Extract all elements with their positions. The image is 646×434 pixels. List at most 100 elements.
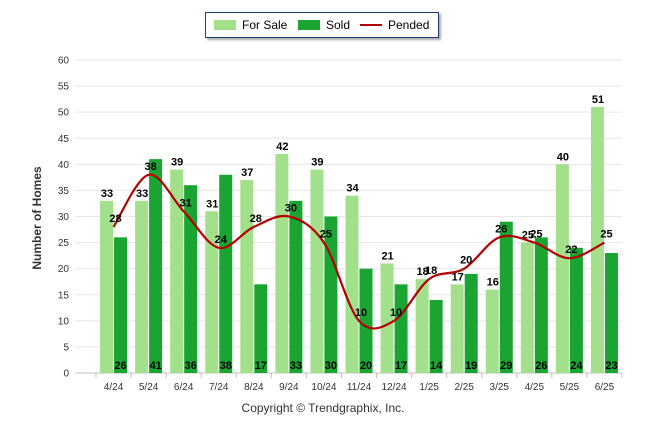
x-tick-label: 5/25	[560, 382, 580, 393]
data-label-for-sale: 37	[241, 167, 253, 179]
bar-for-sale	[345, 195, 359, 373]
x-tick-label: 7/24	[209, 382, 229, 393]
legend-swatch-for-sale	[214, 20, 236, 30]
bar-for-sale	[135, 200, 149, 373]
legend-label-sold: Sold	[326, 18, 351, 32]
x-tick-label: 1/25	[419, 382, 439, 393]
legend-item-for-sale: For Sale	[214, 13, 287, 37]
x-tick-label: 9/24	[279, 382, 299, 393]
bar-sold	[464, 273, 478, 373]
data-label-for-sale: 18	[417, 266, 429, 278]
data-label-for-sale: 39	[171, 157, 183, 169]
bar-sold	[569, 247, 583, 373]
data-label-pended: 28	[250, 213, 262, 225]
y-tick-label: 20	[58, 264, 70, 275]
data-label-sold: 41	[149, 360, 161, 372]
data-label-sold: 26	[114, 360, 126, 372]
data-label-for-sale: 34	[346, 183, 359, 195]
bar-for-sale	[240, 179, 254, 373]
legend: For Sale Sold Pended	[205, 12, 439, 38]
y-tick-label: 25	[58, 238, 70, 249]
bar-sold	[499, 221, 513, 373]
data-label-sold: 38	[220, 360, 232, 372]
x-tick-label: 5/24	[139, 382, 159, 393]
legend-label-pended: Pended	[388, 18, 430, 32]
bar-sold	[114, 237, 128, 373]
x-tick-label: 4/24	[104, 382, 124, 393]
data-label-pended: 18	[425, 265, 437, 277]
bar-sold	[429, 299, 443, 373]
data-label-for-sale: 42	[276, 141, 288, 153]
data-label-for-sale: 17	[452, 271, 464, 283]
y-tick-label: 55	[58, 82, 70, 93]
bar-sold	[184, 185, 198, 373]
data-label-pended: 25	[530, 229, 542, 241]
data-label-sold: 24	[570, 360, 583, 372]
bar-for-sale	[520, 242, 534, 373]
data-label-for-sale: 33	[136, 188, 148, 200]
data-label-for-sale: 40	[557, 151, 569, 163]
data-label-pended: 10	[390, 307, 402, 319]
y-tick-label: 15	[58, 290, 70, 301]
x-tick-label: 12/24	[382, 382, 407, 393]
y-tick-label: 60	[58, 56, 70, 67]
data-label-pended: 38	[144, 161, 156, 173]
data-label-sold: 33	[290, 360, 302, 372]
legend-swatch-pended	[360, 24, 382, 26]
data-label-for-sale: 31	[206, 198, 218, 210]
x-tick-label: 10/24	[311, 382, 336, 393]
bar-for-sale	[590, 106, 604, 373]
x-tick-label: 8/24	[244, 382, 264, 393]
bar-for-sale	[555, 164, 569, 373]
bar-sold	[324, 216, 338, 373]
bar-for-sale	[275, 153, 289, 373]
legend-swatch-sold	[298, 20, 320, 30]
data-label-pended: 28	[109, 213, 121, 225]
bar-for-sale	[485, 289, 499, 373]
y-tick-label: 30	[58, 212, 70, 223]
data-label-pended: 26	[495, 223, 507, 235]
data-label-sold: 26	[535, 360, 547, 372]
x-tick-label: 6/24	[174, 382, 194, 393]
data-label-sold: 30	[325, 360, 337, 372]
bar-sold	[254, 284, 268, 373]
data-label-pended: 20	[460, 255, 472, 267]
bar-for-sale	[205, 211, 219, 373]
data-label-for-sale: 16	[487, 277, 499, 289]
bar-for-sale	[170, 169, 184, 373]
bar-for-sale	[100, 200, 114, 373]
data-label-pended: 25	[600, 229, 612, 241]
bar-for-sale	[380, 263, 394, 373]
y-tick-label: 45	[58, 134, 70, 145]
data-label-pended: 31	[180, 197, 192, 209]
data-label-pended: 24	[215, 234, 228, 246]
data-label-sold: 17	[255, 360, 267, 372]
y-axis-label: Number of Homes	[30, 166, 44, 270]
x-tick-label: 2/25	[454, 382, 474, 393]
y-tick-label: 40	[58, 160, 70, 171]
data-label-for-sale: 33	[101, 188, 113, 200]
data-label-sold: 20	[360, 360, 372, 372]
bar-sold	[534, 237, 548, 373]
bar-for-sale	[310, 169, 324, 373]
legend-label-for-sale: For Sale	[242, 18, 288, 32]
x-tick-label: 11/24	[347, 382, 372, 393]
data-label-for-sale: 51	[592, 94, 604, 106]
bar-sold	[394, 284, 408, 373]
bar-sold	[604, 253, 618, 373]
y-tick-label: 10	[58, 316, 70, 327]
copyright-text: Copyright © Trendgraphix, Inc.	[241, 401, 405, 415]
data-label-sold: 14	[430, 360, 443, 372]
data-label-for-sale: 21	[381, 250, 393, 262]
bar-sold	[219, 174, 233, 373]
y-tick-label: 35	[58, 186, 70, 197]
data-label-sold: 17	[395, 360, 407, 372]
bar-sold	[149, 159, 163, 373]
bar-for-sale	[450, 284, 464, 373]
legend-item-sold: Sold	[298, 13, 350, 37]
data-label-pended: 10	[355, 307, 367, 319]
legend-item-pended: Pended	[360, 13, 429, 37]
data-label-pended: 25	[320, 229, 332, 241]
x-tick-label: 4/25	[525, 382, 545, 393]
